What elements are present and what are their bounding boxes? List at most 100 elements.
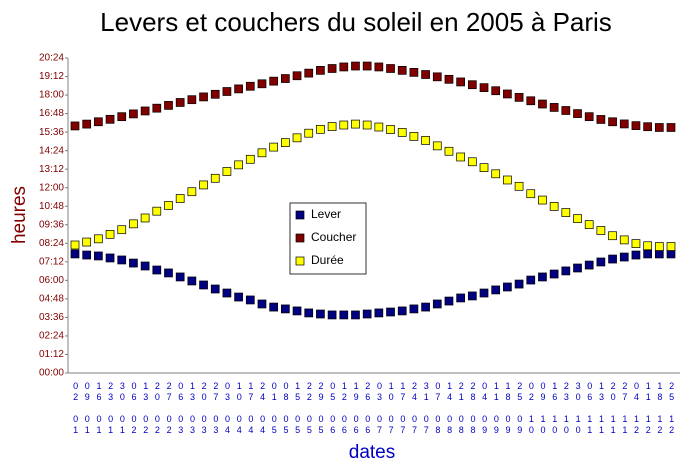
- marker: [467, 291, 477, 301]
- marker: [456, 77, 465, 87]
- marker: [339, 62, 349, 72]
- marker: [257, 299, 267, 309]
- marker: [105, 229, 115, 239]
- marker: [526, 96, 536, 106]
- x-tick-label: 11 12: [643, 381, 653, 436]
- marker: [351, 119, 360, 129]
- x-tick-label: 07 08: [433, 381, 443, 436]
- x-tick-label: 06 03: [176, 381, 186, 436]
- x-tick-label: 04 09: [480, 381, 490, 436]
- marker: [117, 225, 127, 235]
- x-tick-label: 11 09: [491, 381, 501, 436]
- marker: [666, 242, 676, 251]
- marker: [549, 103, 559, 112]
- marker: [654, 249, 664, 259]
- x-tick-label: 19 06: [351, 381, 361, 436]
- y-tick-label: 18:00: [39, 90, 64, 101]
- x-tick-label: 18 09: [503, 381, 513, 436]
- marker: [584, 260, 594, 270]
- marker: [643, 249, 652, 259]
- marker: [269, 76, 279, 86]
- x-tick-label: 16 01: [94, 381, 104, 436]
- marker: [421, 70, 430, 79]
- marker: [70, 240, 80, 250]
- marker: [643, 241, 652, 251]
- marker: [199, 92, 208, 102]
- x-tick-label: 20 02: [152, 381, 162, 436]
- x-tick-label: 27 11: [620, 381, 630, 436]
- marker: [608, 254, 617, 264]
- marker: [94, 251, 103, 261]
- marker: [187, 276, 197, 286]
- y-tick-label: 12:00: [39, 182, 64, 193]
- marker: [281, 304, 290, 314]
- marker: [351, 61, 360, 71]
- marker: [421, 302, 430, 312]
- marker: [596, 257, 606, 267]
- marker: [117, 255, 127, 265]
- marker: [503, 89, 512, 99]
- marker: [631, 239, 641, 248]
- marker: [409, 132, 419, 141]
- marker: [374, 62, 384, 72]
- x-tick-label: 12 06: [339, 381, 349, 436]
- marker: [117, 112, 127, 122]
- marker: [175, 194, 185, 203]
- marker: [619, 252, 629, 262]
- marker: [257, 79, 267, 89]
- marker: [234, 84, 243, 94]
- marker: [339, 120, 349, 130]
- marker: [257, 148, 267, 158]
- marker: [222, 87, 232, 96]
- marker: [514, 279, 524, 289]
- marker: [573, 263, 582, 273]
- marker: [596, 115, 606, 124]
- marker: [643, 122, 652, 132]
- y-tick-label: 09:36: [39, 219, 64, 230]
- marker: [397, 128, 407, 137]
- x-tick-label: 10 07: [386, 381, 396, 436]
- marker: [304, 68, 314, 78]
- x-tick-label: 21 08: [456, 381, 466, 436]
- x-tick-label: 03 07: [374, 381, 384, 436]
- x-tick-label: 13 02: [141, 381, 151, 436]
- marker: [199, 280, 208, 290]
- x-tick-label: 09 01: [82, 381, 92, 436]
- x-tick-label: 27 02: [164, 381, 174, 436]
- marker: [362, 120, 372, 130]
- marker: [82, 250, 92, 260]
- x-tick-label: 20 11: [608, 381, 618, 436]
- marker: [281, 138, 290, 147]
- x-tick-label: 31 07: [421, 381, 431, 436]
- marker: [210, 173, 220, 183]
- legend-swatch: [295, 256, 305, 266]
- x-tick-label: 23 10: [561, 381, 571, 436]
- marker: [397, 306, 407, 316]
- x-tick-label: 20 03: [199, 381, 209, 436]
- marker: [82, 119, 92, 129]
- marker: [70, 121, 80, 131]
- y-tick-label: 19:12: [39, 71, 64, 82]
- marker: [199, 180, 208, 190]
- marker: [538, 195, 547, 205]
- marker: [467, 157, 477, 167]
- x-tick-label: 23 01: [106, 381, 116, 436]
- marker: [526, 275, 536, 285]
- x-tick-label: 04 12: [632, 381, 642, 436]
- marker: [386, 125, 395, 134]
- marker: [549, 269, 559, 279]
- marker: [152, 265, 162, 275]
- chart-title: Levers et couchers du soleil en 2005 à P…: [100, 7, 612, 37]
- marker: [304, 128, 314, 138]
- marker: [351, 310, 360, 320]
- marker: [666, 249, 676, 259]
- marker: [596, 226, 606, 235]
- marker: [292, 71, 302, 81]
- legend-label: Coucher: [311, 230, 356, 244]
- x-tick-label: 13 11: [597, 381, 607, 436]
- marker: [362, 61, 372, 71]
- marker: [210, 89, 220, 99]
- marker: [479, 163, 489, 172]
- marker: [503, 282, 512, 292]
